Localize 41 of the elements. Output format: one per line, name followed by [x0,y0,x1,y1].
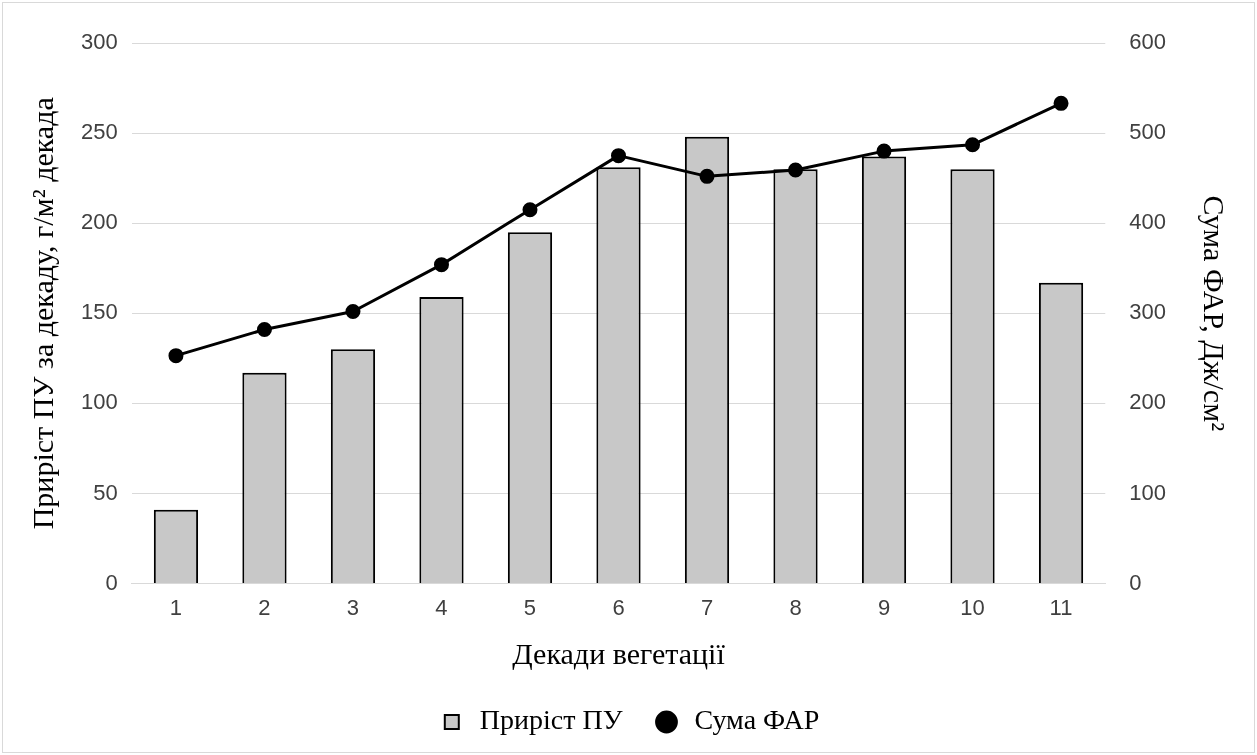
point [433,257,449,273]
y-tick-label: 300 [80,29,118,55]
point [256,322,272,338]
y-tick-label: 0 [105,569,118,595]
y-axis-title: Приріст ПУ за декаду, г/м² декада [25,97,59,530]
y2-tick-label: 600 [1129,29,1167,55]
x-tick-label: 3 [346,594,360,620]
y-tick-label: 250 [80,119,118,145]
point [788,162,804,178]
x-tick-label: 5 [523,594,537,620]
x-tick-label: 4 [435,594,448,620]
y2-axis-title: Сума ФАР, Дж/см² [1198,195,1232,432]
point [876,143,892,159]
x-tick-label: 6 [612,594,625,620]
y-tick-label: 50 [93,479,118,505]
y-tick-label: 150 [80,299,118,325]
x-tick-label: 10 [960,594,985,620]
point [1053,95,1069,111]
y-tick-label: 100 [80,389,118,415]
x-tick-label: 1 [169,594,183,620]
point [965,137,981,153]
x-tick-label: 11 [1049,594,1073,620]
y2-tick-label: 400 [1129,209,1167,235]
y2-tick-label: 100 [1129,479,1167,505]
y-tick-label: 200 [80,209,118,235]
point [345,304,361,319]
legend-label: Приріст ПУ [479,704,623,736]
x-tick-label: 9 [877,594,891,620]
x-tick-label: 7 [700,594,714,620]
point [522,202,538,218]
legend-label: Сума ФАР [694,704,820,736]
x-tick-label: 2 [258,594,271,620]
x-tick-label: 8 [789,594,802,620]
y2-tick-label: 200 [1129,389,1167,415]
point [699,168,715,184]
y2-tick-label: 500 [1129,119,1167,145]
point [168,348,184,364]
y2-tick-label: 0 [1129,569,1142,595]
y2-tick-label: 300 [1129,299,1167,325]
point [611,148,626,164]
x-axis-title: Декади вегетації [512,636,726,670]
